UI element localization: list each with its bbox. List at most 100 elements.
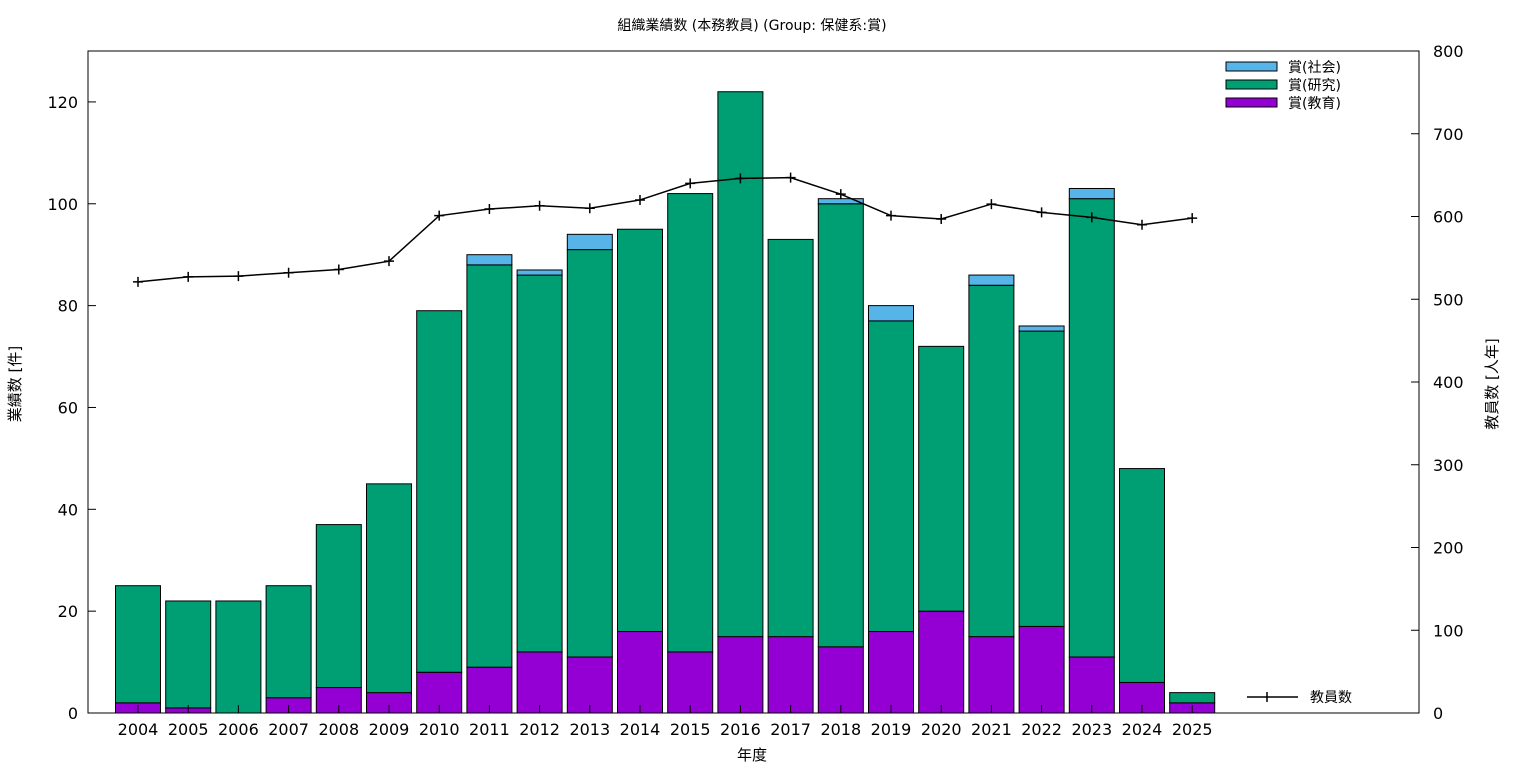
bar-segment-2022-1 <box>1018 330 1065 627</box>
faculty-point-2010 <box>434 210 445 221</box>
bar-segment-2005-1 <box>165 600 212 709</box>
faculty-point-2011 <box>484 204 495 215</box>
chart-title: 組織業績数 (本務教員) (Group: 保健系:賞) <box>617 18 886 34</box>
bar-segment-2022-2 <box>1018 325 1065 332</box>
faculty-point-2013 <box>584 203 595 214</box>
bar-segment-2023-2 <box>1068 187 1115 200</box>
bar-segment-2021-1 <box>968 284 1015 638</box>
bar-segment-2006-1 <box>215 600 262 714</box>
y-tick-label-60: 60 <box>58 398 78 417</box>
faculty-point-2025 <box>1187 213 1198 224</box>
y-tick-label-20: 20 <box>58 602 78 621</box>
bar-segment-2023-1 <box>1068 198 1115 658</box>
bar-segment-2017-1 <box>767 238 814 638</box>
legend-label-1: 賞(研究) <box>1288 78 1341 94</box>
x-tick-label-2007: 2007 <box>268 720 309 739</box>
bar-segment-2014-0 <box>617 631 663 714</box>
faculty-point-2008 <box>333 264 344 275</box>
y-tick-label-80: 80 <box>58 297 78 316</box>
faculty-point-2015 <box>685 178 696 189</box>
x-tick-label-2018: 2018 <box>820 720 861 739</box>
x-tick-label-2025: 2025 <box>1172 720 1213 739</box>
bar-segment-2013-1 <box>566 249 613 658</box>
y2-tick-label-700: 700 <box>1433 125 1464 144</box>
bar-segment-2011-1 <box>466 264 513 668</box>
y2-tick-label-600: 600 <box>1433 208 1464 227</box>
bar-segment-2014-1 <box>617 228 663 633</box>
y-tick-label-0: 0 <box>68 704 78 723</box>
faculty-line <box>137 176 1193 283</box>
faculty-point-2009 <box>384 256 394 267</box>
bar-segment-2009-1 <box>366 483 412 694</box>
faculty-point-2005 <box>183 271 194 282</box>
bar-segment-2015-0 <box>667 651 714 714</box>
x-tick-label-2023: 2023 <box>1071 720 1112 739</box>
y-tick-label-120: 120 <box>47 93 78 112</box>
x-tick-label-2021: 2021 <box>971 720 1012 739</box>
bar-segment-2012-2 <box>516 269 563 276</box>
bar-segment-2015-1 <box>667 193 714 653</box>
y2-tick-label-400: 400 <box>1433 373 1464 392</box>
bar-segment-2018-1 <box>817 203 864 648</box>
bar-segment-2012-1 <box>516 274 563 653</box>
legend-swatch-1 <box>1225 79 1278 90</box>
x-axis-label: 年度 <box>737 746 767 764</box>
bar-segment-2013-2 <box>566 233 613 251</box>
bar-segment-2024-1 <box>1119 468 1165 683</box>
bar-segment-2004-1 <box>115 585 161 704</box>
x-tick-label-2005: 2005 <box>168 720 209 739</box>
bar-segment-2019-2 <box>868 305 914 322</box>
faculty-point-2021 <box>986 199 997 210</box>
bar-segment-2025-1 <box>1169 692 1216 704</box>
faculty-point-2012 <box>534 200 545 211</box>
faculty-point-2018 <box>835 189 846 200</box>
bar-segment-2023-0 <box>1068 656 1115 714</box>
axes-group: 0 20 40 60 80 100 120 0 100 200 300 400 500 600 700 800… <box>47 42 1463 739</box>
bar-segment-2019-0 <box>868 631 914 714</box>
bar-segment-2016-0 <box>717 636 764 714</box>
bar-segment-2012-0 <box>516 651 563 714</box>
y2-axis-label: 教員数 [人年] <box>1483 338 1501 429</box>
x-tick-label-2016: 2016 <box>720 720 761 739</box>
y2-tick-label-100: 100 <box>1433 621 1464 640</box>
faculty-point-2023 <box>1086 212 1097 223</box>
y2-tick-label-300: 300 <box>1433 456 1464 475</box>
faculty-point-2004 <box>133 276 143 287</box>
x-tick-label-2008: 2008 <box>318 720 359 739</box>
legend-swatch-0 <box>1225 61 1278 72</box>
x-tick-label-2011: 2011 <box>469 720 510 739</box>
faculty-point-2020 <box>936 213 947 224</box>
x-tick-label-2022: 2022 <box>1021 720 1062 739</box>
bar-segment-2008-1 <box>315 524 362 689</box>
faculty-point-2022 <box>1036 207 1047 218</box>
x-tick-label-2013: 2013 <box>569 720 610 739</box>
legend-label-0: 賞(社会) <box>1288 60 1341 76</box>
x-tick-label-2024: 2024 <box>1122 720 1163 739</box>
bar-segment-2018-0 <box>817 646 864 714</box>
x-tick-label-2014: 2014 <box>620 720 661 739</box>
bar-segment-2011-2 <box>466 254 513 266</box>
y2-tick-label-500: 500 <box>1433 290 1464 309</box>
y-tick-label-40: 40 <box>58 500 78 519</box>
legend: 賞(社会) 賞(研究) 賞(教育) 教員数 <box>1225 60 1352 706</box>
bar-segment-2013-0 <box>566 656 613 714</box>
x-tick-label-2017: 2017 <box>770 720 811 739</box>
bar-segment-2021-2 <box>968 274 1015 286</box>
bar-segment-2010-1 <box>416 310 463 673</box>
y2-tick-label-800: 800 <box>1433 42 1464 61</box>
bar-segment-2020-0 <box>918 610 965 714</box>
x-tick-label-2019: 2019 <box>871 720 912 739</box>
faculty-point-2007 <box>283 267 294 278</box>
legend-swatch-2 <box>1225 97 1278 108</box>
y2-tick-label-200: 200 <box>1433 539 1464 558</box>
bar-segment-2017-0 <box>767 636 814 714</box>
bar-segment-2020-1 <box>918 345 965 612</box>
x-tick-label-2004: 2004 <box>118 720 159 739</box>
x-tick-label-2010: 2010 <box>419 720 460 739</box>
x-tick-label-2009: 2009 <box>369 720 410 739</box>
bar-segment-2019-1 <box>868 320 914 633</box>
faculty-line-group <box>133 172 1198 287</box>
faculty-point-2016 <box>735 173 746 184</box>
x-tick-label-2006: 2006 <box>218 720 259 739</box>
